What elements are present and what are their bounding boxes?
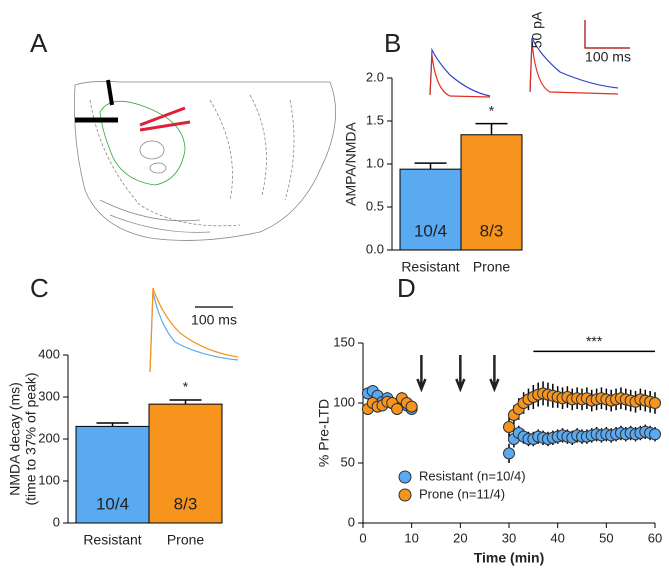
n-label: 8/3 [480,221,504,240]
y-axis-label: (time to 37% of peak) [23,372,39,505]
y-tick-label: 300 [38,388,60,403]
x-tick-label: Resistant [401,259,459,275]
bar [460,134,523,251]
y-tick-label: 0 [348,514,355,529]
data-point [649,428,661,441]
y-tick-label: 200 [38,430,60,445]
y-tick-label: 0.0 [366,241,384,256]
y-tick-label: 150 [333,334,355,349]
legend-label: Prone (n=11/4) [419,486,505,501]
legend-marker [398,488,412,502]
y-tick-label: 1.0 [366,155,384,170]
y-axis-label: AMPA/NMDA [343,121,359,205]
x-tick-label: 20 [453,530,467,545]
scale-bar-label: 100 ms [585,49,631,65]
x-tick-label: Resistant [83,532,141,548]
scale-bar-label: 100 ms [191,312,237,328]
y-tick-label: 50 [341,454,355,469]
panel-letter: A [30,28,48,58]
x-tick-label: 60 [648,530,662,545]
y-tick-label: 400 [38,346,60,361]
y-axis-label: % Pre-LTD [316,399,332,467]
x-tick-label: 30 [502,530,516,545]
y-tick-label: 100 [333,394,355,409]
x-axis-label: Time (min) [474,550,545,566]
data-point [405,400,418,413]
n-label: 10/4 [96,494,129,513]
y-tick-label: 0 [53,514,60,529]
legend-label: Resistant (n=10/4) [419,468,526,483]
arrow [416,355,427,393]
y-axis-label: NMDA decay (ms) [7,382,23,496]
data-point [503,421,515,433]
x-tick-label: 10 [404,530,418,545]
brain-diagram [74,79,336,241]
y-tick-label: 1.5 [366,112,384,127]
n-label: 8/3 [174,494,198,513]
traces-c [149,287,239,373]
panel-letter: D [397,273,416,303]
y-tick-label: 100 [38,472,60,487]
arrow [455,355,466,393]
x-tick-label: Prone [473,259,511,275]
x-tick-label: 0 [359,530,366,545]
data-point [503,447,515,460]
x-tick-label: Prone [167,532,205,548]
significance: *** [586,333,603,349]
panel-letter: B [384,28,401,58]
bar [148,403,223,524]
bar [399,168,462,251]
x-tick-label: 50 [599,530,613,545]
legend-marker [398,470,412,484]
y-tick-label: 2.0 [366,69,384,84]
significance: * [489,102,495,118]
y-tick-label: 0.5 [366,198,384,213]
panel-letter: C [30,273,49,303]
significance: * [183,379,189,395]
arrow [489,355,500,393]
data-point [649,397,661,409]
traces-b [429,20,630,98]
n-label: 10/4 [414,221,447,240]
scale-bar-label: 50 pA [529,11,545,48]
x-tick-label: 40 [550,530,564,545]
data-point [391,403,404,415]
